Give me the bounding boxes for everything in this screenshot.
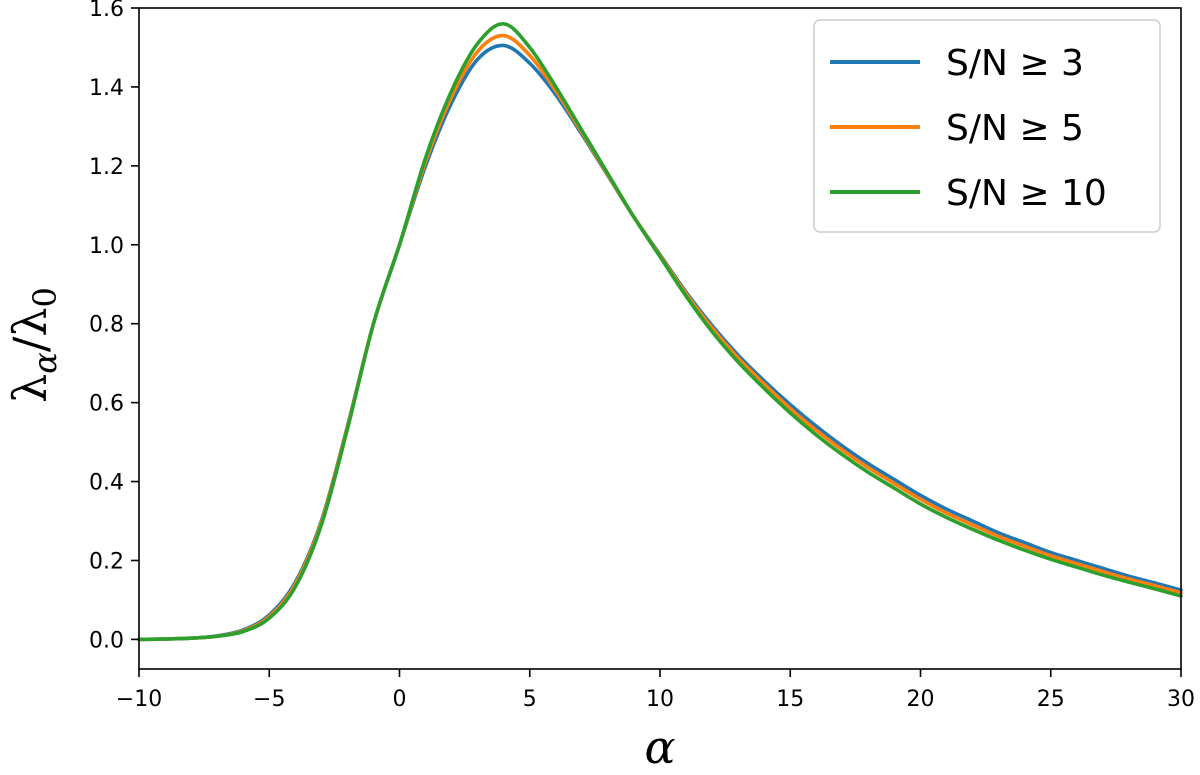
legend-label-sn5: S/N ≥ 5 <box>946 108 1084 149</box>
tick-layer: −10 −5 0 5 10 15 20 25 30 0.0 0.2 0.4 0.6 0.8 1.0 1.2 1.… <box>89 0 1195 712</box>
series-layer <box>137 21 1183 642</box>
x-tick-label: 5 <box>523 687 537 712</box>
x-tick-label: −10 <box>116 687 162 712</box>
y-tick-label: 0.6 <box>89 392 124 417</box>
y-tick-label: 1.0 <box>89 234 124 259</box>
y-axis-label-sub-zero: 0 <box>26 287 64 307</box>
y-tick-label: 1.2 <box>89 155 124 180</box>
y-axis-label: λα/λ0 <box>3 287 64 403</box>
legend-box <box>813 19 1161 233</box>
legend-label-sn10: S/N ≥ 10 <box>946 173 1107 214</box>
legend: S/N ≥ 3 S/N ≥ 5 S/N ≥ 10 <box>813 19 1161 233</box>
y-tick-label: 0.2 <box>89 549 124 574</box>
y-tick-label: 0.4 <box>89 471 124 496</box>
x-tick-label: 15 <box>776 687 804 712</box>
x-tick-label: 25 <box>1037 687 1065 712</box>
x-tick-label: −5 <box>253 687 285 712</box>
y-axis-label-sub-alpha: α <box>26 352 64 374</box>
x-tick-label: 0 <box>393 687 407 712</box>
plot-frame <box>138 7 1182 670</box>
y-tick-label: 0.8 <box>89 313 124 338</box>
y-tick-label: 0.0 <box>89 628 124 653</box>
series-line-2 <box>137 21 1183 642</box>
x-tick-label: 10 <box>646 687 674 712</box>
legend-label-sn3: S/N ≥ 3 <box>946 43 1084 84</box>
x-axis-label: α <box>644 720 675 774</box>
y-axis-label-lambda: λ <box>3 374 57 403</box>
x-tick-label: 30 <box>1167 687 1195 712</box>
y-axis-label-slash-lambda: /λ <box>3 307 57 352</box>
y-tick-label: 1.4 <box>89 76 124 101</box>
y-tick-label: 1.6 <box>89 0 124 22</box>
x-tick-label: 20 <box>907 687 935 712</box>
